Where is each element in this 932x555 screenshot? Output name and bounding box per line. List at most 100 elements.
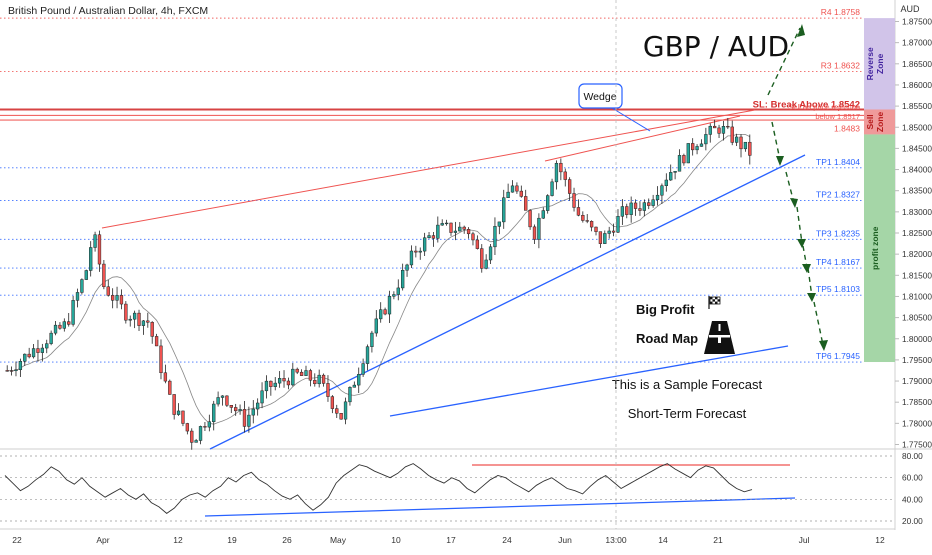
candle-body: [567, 179, 572, 194]
candle-body: [141, 320, 146, 326]
candle-body: [726, 126, 730, 128]
time-tick-label: 12: [173, 535, 183, 545]
zone-label: Reverse: [865, 47, 875, 80]
candle-body: [264, 380, 269, 392]
level-label: TP5 1.8103: [816, 284, 860, 294]
candle-body: [40, 347, 45, 353]
candle-body: [14, 369, 18, 372]
candle-body: [642, 202, 647, 211]
candle-body: [677, 155, 682, 172]
candle-body: [321, 374, 326, 384]
candle-body: [532, 226, 537, 240]
candle-body: [488, 246, 493, 261]
time-tick-label: 17: [446, 535, 456, 545]
resistance-line-2[interactable]: [544, 115, 741, 162]
candle-body: [304, 370, 308, 376]
candle-body: [102, 263, 106, 288]
candle-body: [194, 440, 198, 443]
candle-body: [185, 423, 190, 432]
price-tick-label: 1.86000: [902, 80, 932, 90]
candle-body: [198, 426, 203, 441]
candle-body: [352, 384, 356, 388]
candle-body: [132, 312, 137, 320]
forecast-path: [767, 24, 828, 351]
candle-body: [45, 343, 49, 349]
candle-body: [9, 370, 14, 372]
candle-body: [734, 136, 739, 143]
price-tick-label: 1.79000: [902, 376, 932, 386]
candle-body: [616, 216, 620, 233]
candle-body: [401, 269, 405, 289]
candle-body: [572, 193, 576, 208]
candle-body: [594, 226, 598, 232]
road-icon: [704, 321, 735, 354]
candle-body: [686, 143, 690, 164]
candle-body: [168, 380, 172, 395]
candle-body: [387, 295, 392, 315]
oscillator-line: [4, 463, 753, 514]
candle-body: [335, 408, 339, 414]
wedge-lower-trendline[interactable]: [209, 154, 806, 450]
candle-body: [84, 270, 88, 280]
candle-body: [466, 229, 471, 235]
candle-body: [699, 143, 704, 147]
level-lines: R4 1.8758 R3 1.8632 SL: Break Above 1.8542…: [0, 7, 864, 363]
candle-body: [295, 368, 299, 373]
price-tick-label: 1.82000: [902, 249, 932, 259]
candle-body: [23, 353, 27, 362]
candle-body: [308, 370, 313, 381]
candle-body: [664, 179, 668, 186]
candle-body: [655, 194, 660, 201]
candle-body: [704, 134, 708, 145]
candles: [5, 117, 752, 450]
price-tick-label: 1.80500: [902, 313, 932, 323]
zone-bar: [864, 109, 895, 135]
time-tick-label: 19: [227, 535, 237, 545]
price-tick-label: 1.84500: [902, 143, 932, 153]
zone-bar: [864, 134, 895, 363]
level-label: TP3 1.8235: [816, 228, 860, 238]
price-tick-label: 1.82500: [902, 228, 932, 238]
candle-body: [361, 363, 365, 375]
candle-body: [357, 374, 361, 386]
forecast-arrow-down-1: [771, 121, 781, 161]
candle-body: [251, 408, 255, 416]
candle-body: [89, 247, 93, 271]
level-label: R4 1.8758: [821, 7, 860, 17]
candle-body: [299, 371, 304, 376]
candle-body: [721, 126, 726, 134]
zone-bar: [864, 18, 895, 110]
candle-body: [256, 402, 260, 410]
candle-body: [93, 234, 97, 248]
candle-body: [379, 309, 383, 320]
candle-body: [431, 235, 436, 239]
candle-body: [471, 233, 475, 241]
candle-body: [409, 250, 414, 266]
price-tick-label: 1.84000: [902, 165, 932, 175]
candle-body: [67, 321, 71, 325]
candle-body: [383, 309, 387, 315]
candle-body: [317, 374, 321, 385]
candle-body: [673, 170, 677, 173]
candle-body: [541, 210, 545, 219]
candle-body: [343, 401, 348, 420]
time-tick-label: 10: [391, 535, 401, 545]
time-tick-label: May: [330, 535, 347, 545]
candle-body: [712, 125, 717, 129]
candle-body: [27, 353, 31, 358]
candle-body: [53, 324, 58, 334]
candle-body: [453, 230, 458, 233]
candle-body: [181, 410, 185, 424]
candle-body: [128, 318, 132, 321]
candle-body: [748, 141, 752, 156]
candle-body: [225, 395, 229, 406]
resistance-line-1[interactable]: [101, 109, 756, 229]
long-support-trendline[interactable]: [389, 345, 789, 417]
wedge-callout[interactable]: Wedge: [578, 83, 651, 132]
candle-body: [220, 395, 225, 398]
candle-body: [444, 222, 449, 225]
candle-body: [589, 221, 594, 228]
